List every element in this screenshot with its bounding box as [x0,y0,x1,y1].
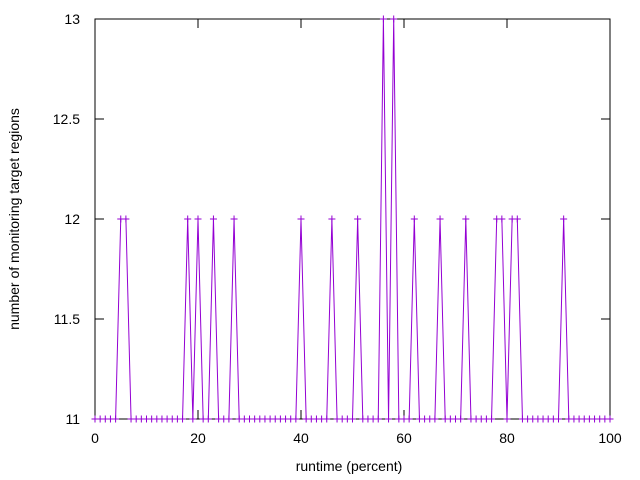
data-point-51 [354,215,362,223]
data-point-61 [405,415,413,423]
x-tick-label-0: 0 [91,430,99,446]
data-point-71 [457,415,465,423]
data-point-22 [204,415,212,423]
x-tick-label-1: 20 [190,430,206,446]
data-point-40 [297,215,305,223]
data-point-46 [328,215,336,223]
data-point-27 [230,215,238,223]
data-point-90 [555,415,562,423]
series-line-0 [95,18,610,420]
data-point-91 [560,215,568,223]
data-point-72 [462,215,470,223]
data-point-20 [194,215,202,223]
data-point-39 [292,415,300,423]
tick-labels: 0 20 40 60 80 100 11 11.5 12 12.5 13 [53,11,622,446]
x-tick-label-2: 40 [293,430,309,446]
x-tick-label-5: 100 [598,430,622,446]
plot-frame [94,18,611,420]
data-point-50 [349,415,356,423]
x-tick-label-3: 60 [396,430,412,446]
data-point-56 [379,15,387,23]
data-point-67 [436,215,444,223]
x-axis-label: runtime (percent) [296,458,403,474]
data-point-17 [179,415,187,423]
y-tick-label-2: 12 [64,211,80,227]
data-point-19 [189,415,197,423]
data-point-26 [225,415,233,423]
data-point-23 [209,215,217,223]
axis-ticks [94,18,611,420]
data-point-79 [498,215,506,223]
data-point-57 [385,415,393,423]
y-tick-label-1: 11.5 [54,311,80,327]
data-point-66 [431,415,439,423]
y-tick-label-0: 11 [65,411,80,427]
data-point-18 [184,215,192,223]
data-point-58 [390,15,398,23]
data-point-80 [503,415,511,423]
data-point-4 [112,415,120,423]
x-tick-label-4: 80 [499,430,515,446]
data-point-82 [513,215,521,223]
y-tick-label-3: 12.5 [53,111,80,127]
data-point-6 [122,215,130,223]
data-point-77 [488,415,496,423]
data-point-62 [410,215,418,223]
data-point-45 [323,415,331,423]
data-point-100 [606,415,614,423]
data-point-55 [374,415,382,423]
y-tick-label-4: 13 [64,11,80,27]
series-group [91,15,614,423]
y-axis-label: number of monitoring target regions [6,108,22,330]
